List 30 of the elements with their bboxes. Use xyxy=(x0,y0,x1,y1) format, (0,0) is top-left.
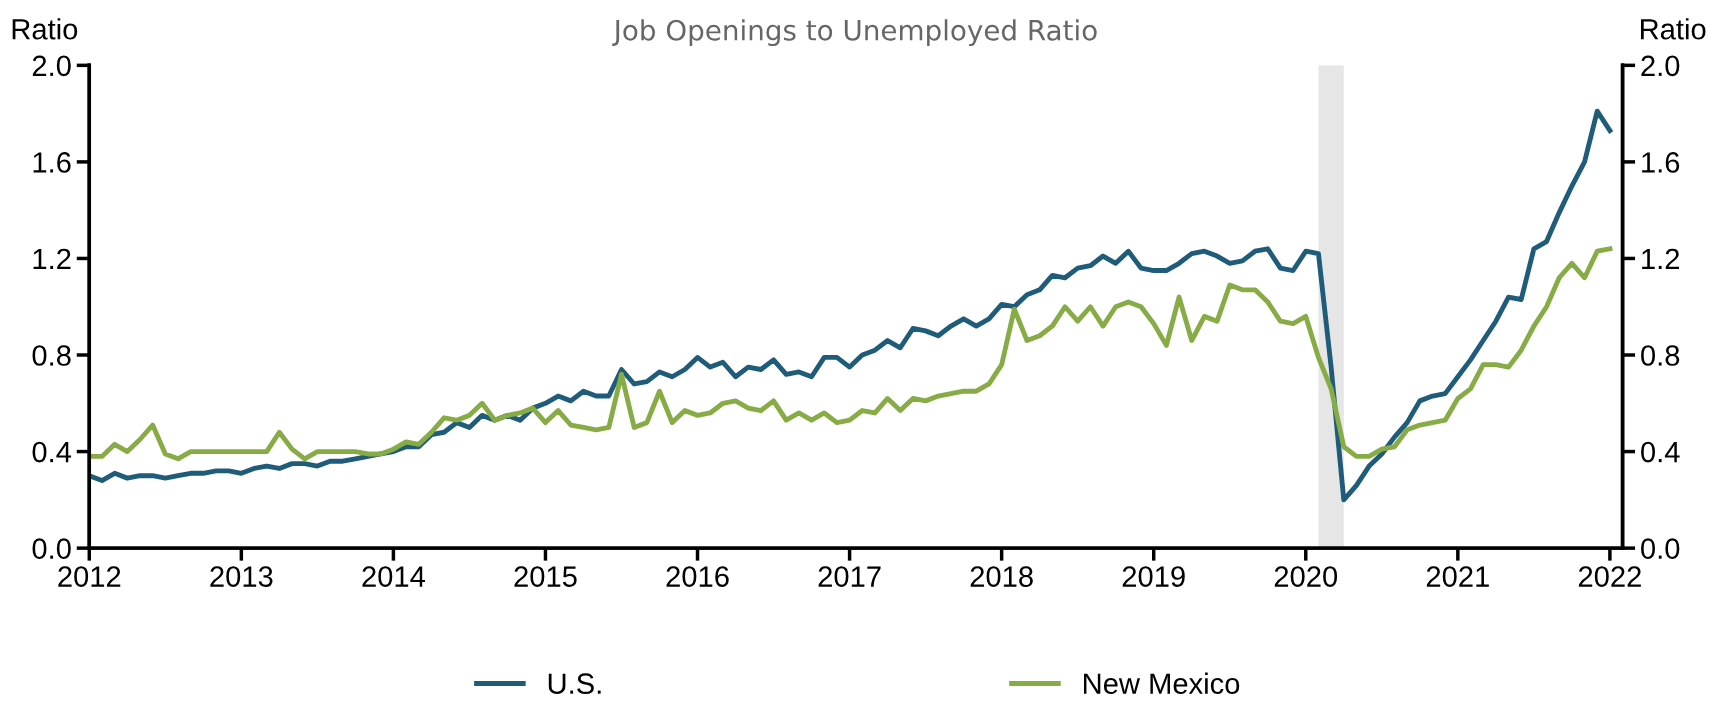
x-tick-label: 2020 xyxy=(1274,566,1338,587)
y2-tick-label: 0.0 xyxy=(1641,538,1680,559)
x-tick-label: 2016 xyxy=(666,566,729,587)
y-tick-label: 0.0 xyxy=(32,538,71,559)
x-tick-label: 2021 xyxy=(1426,566,1489,587)
x-tick-label: 2014 xyxy=(362,566,425,587)
x-tick-label: 2015 xyxy=(514,566,577,587)
y-tick-label: 0.8 xyxy=(32,345,71,366)
y2-tick-label: 0.4 xyxy=(1641,441,1680,463)
y2-tick-label: 1.2 xyxy=(1642,248,1680,270)
y2-axis-title: Ratio xyxy=(1641,18,1706,40)
x-tick-label: 2013 xyxy=(210,566,273,587)
y2-tick-label: 1.6 xyxy=(1642,152,1680,173)
x-tick-label: 2022 xyxy=(1578,566,1641,587)
x-tick-label: 2019 xyxy=(1122,566,1185,587)
legend-label: New Mexico xyxy=(1084,672,1240,694)
y-axis-title: Ratio xyxy=(12,18,78,40)
y-tick-label: 2.0 xyxy=(32,55,71,77)
chart-title: Job Openings to Unemployed Ratio xyxy=(612,19,1097,47)
y2-tick-label: 2.0 xyxy=(1641,55,1680,77)
y2-tick-label: 0.8 xyxy=(1641,345,1680,366)
x-tick-label: 2018 xyxy=(970,566,1033,587)
x-tick-label: 2012 xyxy=(58,566,121,587)
x-tick-label: 2017 xyxy=(818,566,881,587)
legend-label: U.S. xyxy=(548,673,601,694)
y-tick-label: 1.2 xyxy=(33,248,71,270)
y-tick-label: 0.4 xyxy=(32,441,72,463)
line-series xyxy=(89,246,1613,462)
line-series xyxy=(89,108,1613,503)
y-tick-label: 1.6 xyxy=(33,152,71,173)
